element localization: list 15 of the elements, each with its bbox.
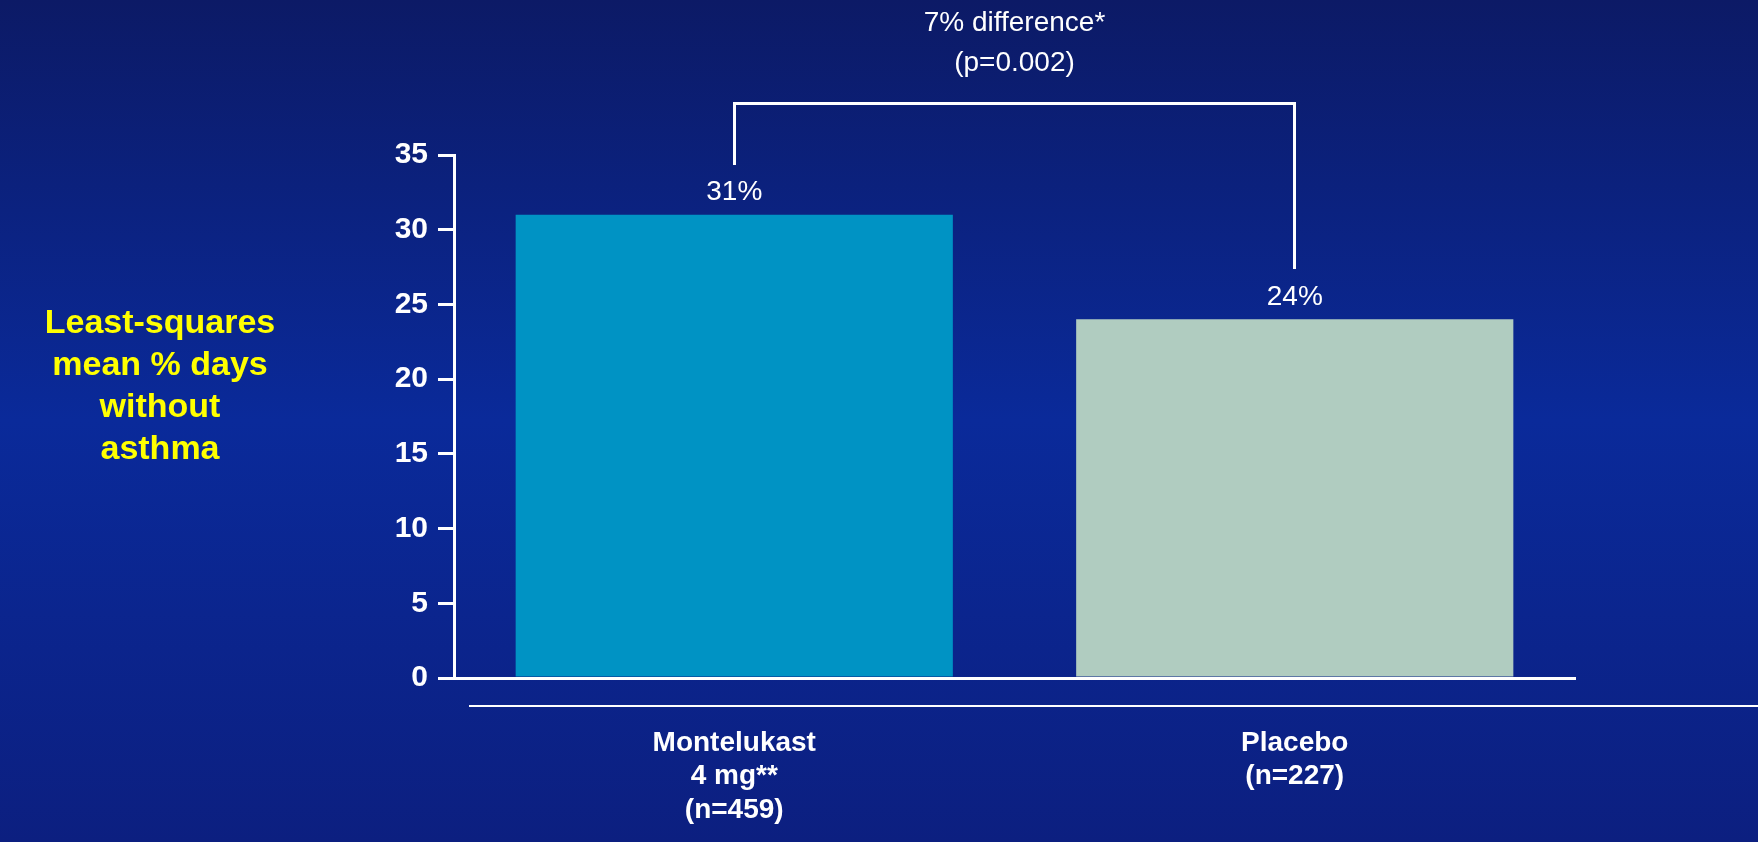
y-tick-label: 25 <box>394 285 428 319</box>
y-axis-title: Least-squares mean % days without asthma <box>43 301 277 468</box>
y-tick-label: 15 <box>394 435 428 469</box>
y-tick-label: 10 <box>394 509 428 543</box>
y-tick-label: 0 <box>411 659 428 693</box>
data-label: 24% <box>1266 280 1323 312</box>
y-tick-label: 5 <box>411 584 428 618</box>
text: (p=0.002) <box>953 45 1076 79</box>
data-label: 31% <box>706 175 763 207</box>
y-tick-label: 20 <box>394 360 428 394</box>
y-tick-label: 35 <box>394 136 428 170</box>
text: 7% difference* <box>922 5 1107 39</box>
y-tick-label: 30 <box>394 210 428 244</box>
x-tick-label: Placebo (n=227) <box>1241 725 1349 791</box>
x-tick-label: Montelukast 4 mg** (n=459) <box>652 725 816 824</box>
